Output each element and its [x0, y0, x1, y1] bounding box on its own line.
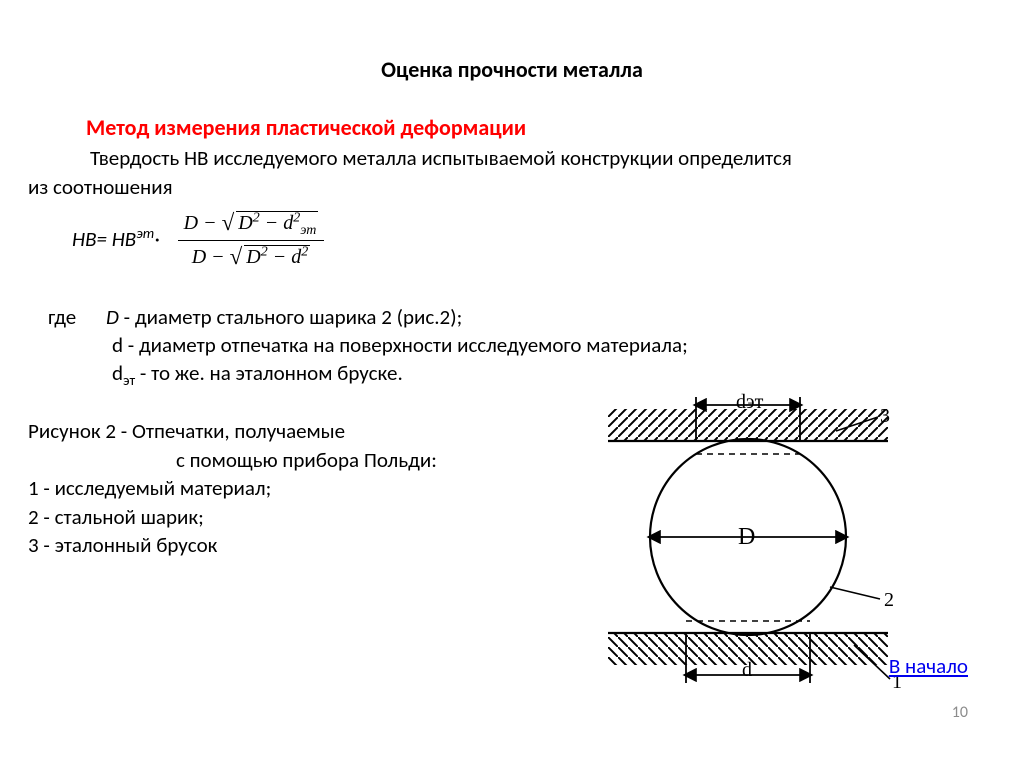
formula-hb: HB= HB [72, 226, 136, 252]
den-sqrt: D2 − d2 [230, 243, 311, 268]
fig-item1: 1 - исследуемый материал; [28, 474, 558, 502]
den-D: D [246, 246, 260, 268]
intro-text-1: Твердость HB исследуемого металла испыты… [28, 144, 996, 172]
where-D: гдеD - диаметр стального шарика 2 (рис.2… [28, 303, 996, 331]
formula-fraction: D − D2 − d2эт D − D2 − d2 [178, 209, 325, 269]
fraction-numerator: D − D2 − d2эт [178, 209, 325, 241]
fig-line2: с помощью прибора Польди: [28, 446, 558, 474]
num-sqrt: D2 − d2эт [222, 209, 319, 238]
where-d: d - диаметр отпечатка на поверхности исс… [28, 331, 996, 359]
formula-dot: · [154, 226, 159, 252]
det-sub: эт [123, 372, 135, 390]
bottom-block: Рисунок 2 - Отпечатки, получаемые с помо… [28, 417, 996, 697]
fig-item2: 2 - стальной шарик; [28, 503, 558, 531]
to-start-link[interactable]: В начало [889, 652, 968, 680]
fraction-denominator: D − D2 − d2 [178, 241, 325, 268]
label-det: dэт [736, 389, 763, 416]
den-sq1: 2 [261, 245, 268, 260]
num-D: D [238, 212, 252, 234]
den-lead: D − [192, 246, 230, 268]
den-minus: − d [268, 246, 302, 268]
figure-caption: Рисунок 2 - Отпечатки, получаемые с помо… [28, 417, 558, 559]
label-d: d [742, 657, 752, 684]
den-sq2: 2 [301, 245, 308, 260]
page-number: 10 [952, 702, 968, 724]
formula: HB= HBэт· D − D2 − d2эт D − D2 − d2 [28, 209, 996, 269]
formula-lhs: HB= HBэт· [72, 224, 160, 253]
fig-item3: 3 - эталонный брусок [28, 531, 558, 559]
intro-text-2: из соотношения [28, 173, 996, 201]
formula-sup: эт [136, 224, 154, 242]
num-sq1: 2 [253, 210, 260, 225]
method-subtitle: Метод измерения пластической деформации [28, 113, 996, 143]
num-minus: − d [260, 212, 294, 234]
fig-line1: Рисунок 2 - Отпечатки, получаемые [28, 417, 558, 445]
label-D: D [738, 521, 755, 553]
where-label: где [48, 303, 106, 331]
poldi-diagram: dэт D d 3 2 1 [578, 387, 918, 697]
det-post: - то же. на эталонном бруске. [135, 360, 403, 386]
slide: Оценка прочности металла Метод измерения… [0, 0, 1024, 768]
callout-3: 3 [880, 403, 890, 430]
det-pre: d [112, 360, 123, 386]
callout-2: 2 [884, 587, 894, 614]
num-sub: эт [300, 223, 316, 238]
page-title: Оценка прочности металла [28, 55, 996, 85]
num-lead: D − [184, 212, 222, 234]
